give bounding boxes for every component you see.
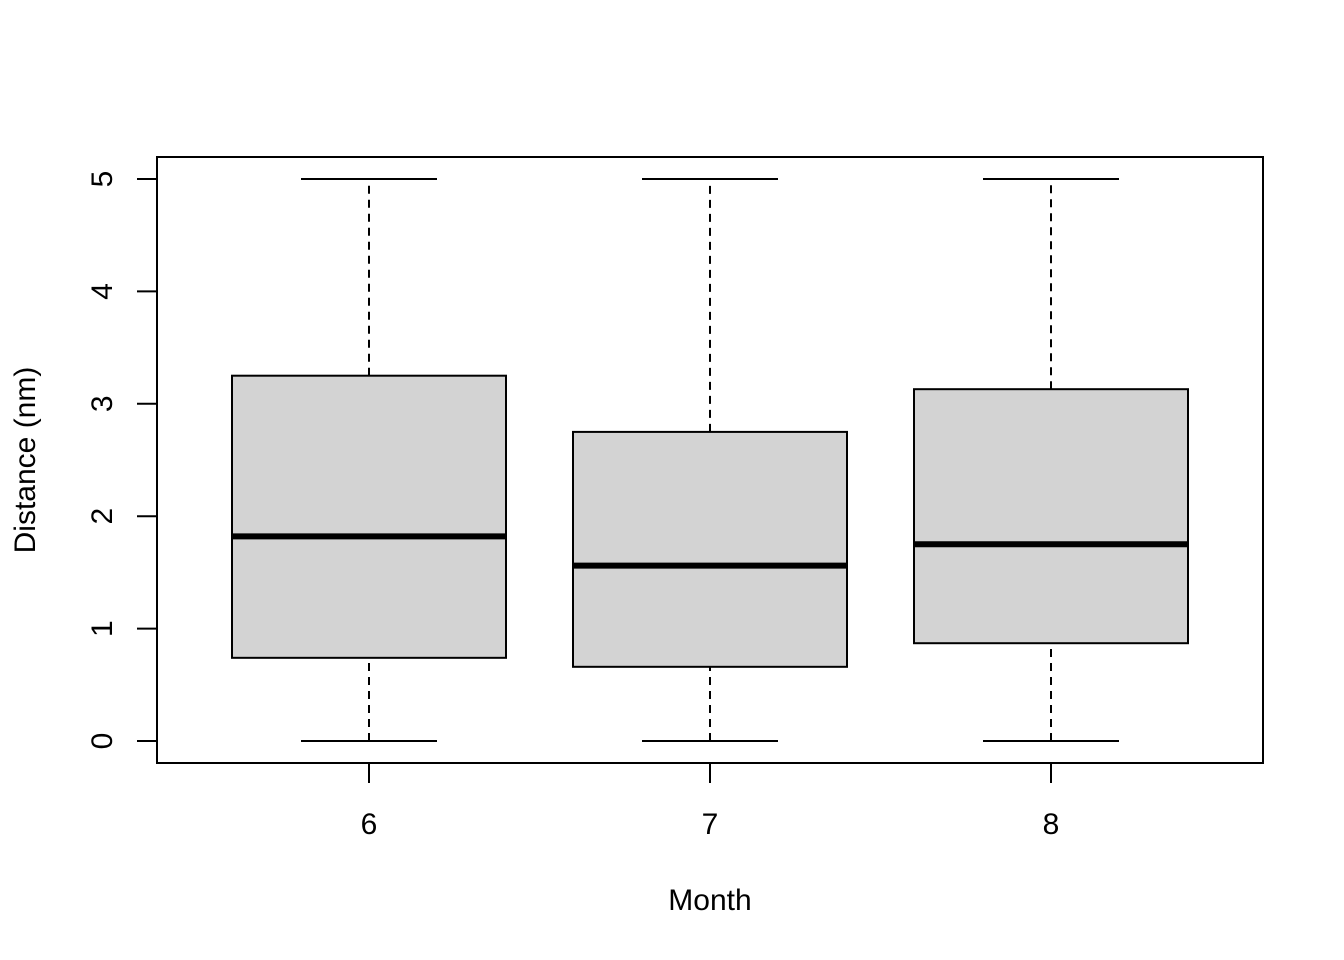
- y-tick-label: 2: [86, 508, 119, 525]
- y-tick-label: 0: [86, 733, 119, 750]
- iqr-box: [913, 388, 1189, 645]
- x-axis: 6 7 8: [361, 762, 1060, 841]
- box-group-8: [913, 178, 1189, 742]
- boxes-group: [231, 178, 1189, 742]
- y-tick-label: 1: [86, 620, 119, 637]
- x-tick-label: 8: [1043, 808, 1060, 841]
- x-tick-label: 7: [702, 808, 719, 841]
- y-axis: 0 1 2 3 4 5: [86, 171, 158, 750]
- y-tick-label: 4: [86, 283, 119, 300]
- y-axis-label: Distance (nm): [9, 367, 42, 554]
- x-tick-label: 6: [361, 808, 378, 841]
- x-axis-label: Month: [668, 884, 751, 917]
- y-tick-label: 5: [86, 171, 119, 188]
- box-group-7: [572, 178, 848, 742]
- iqr-box: [572, 430, 848, 668]
- box-group-6: [231, 178, 507, 742]
- iqr-box: [231, 374, 507, 659]
- y-tick-label: 3: [86, 395, 119, 412]
